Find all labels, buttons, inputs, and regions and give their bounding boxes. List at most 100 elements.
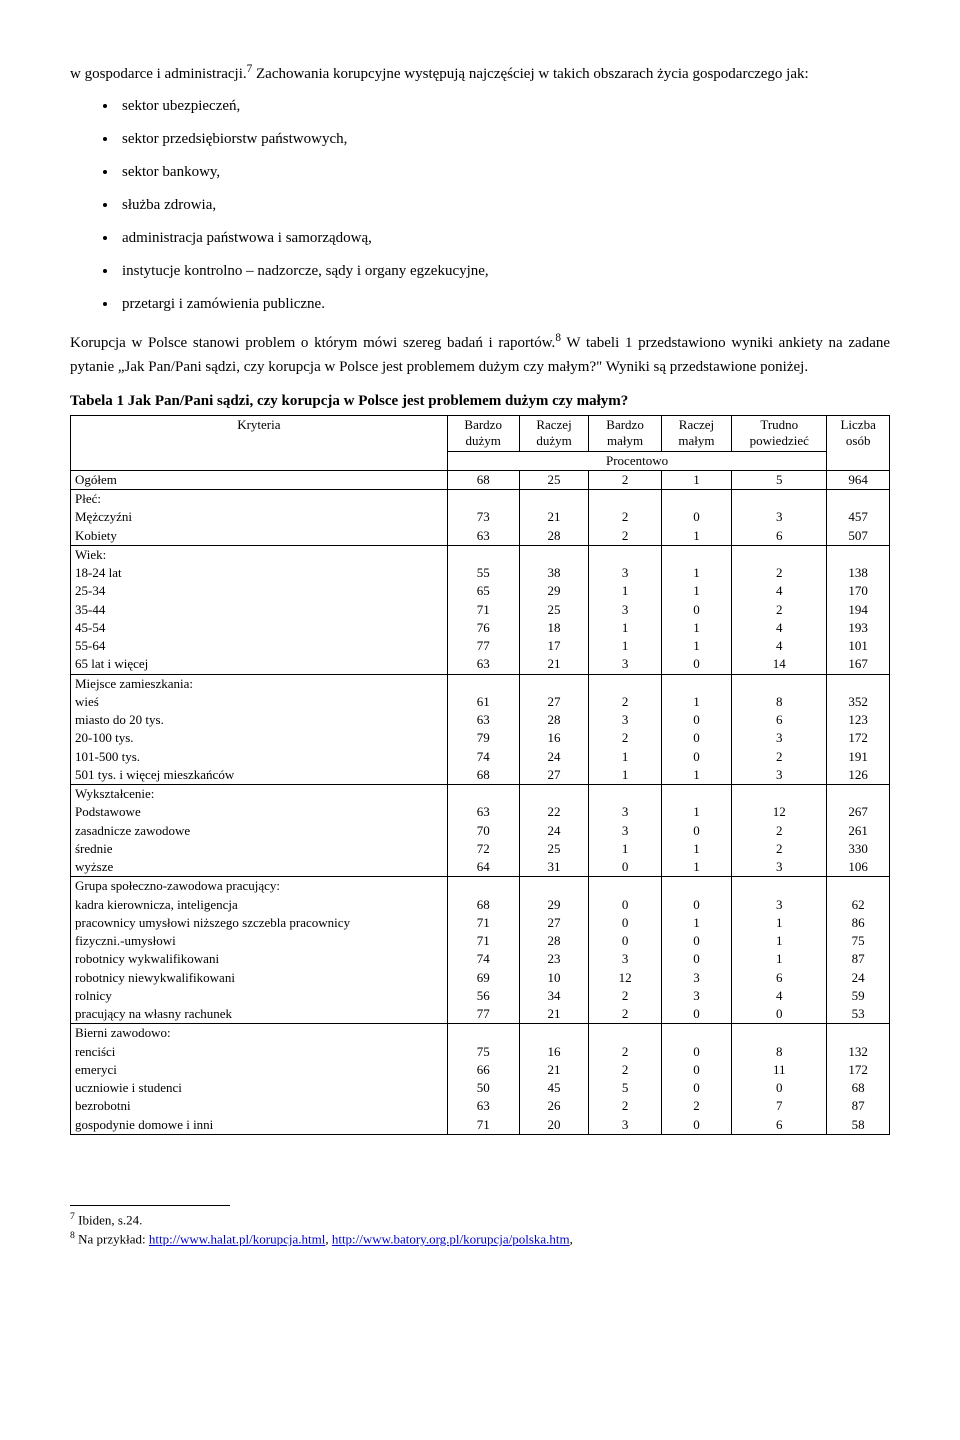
cell: 76: [447, 619, 519, 637]
cell: 21: [519, 1061, 589, 1079]
cell: 267: [827, 803, 890, 821]
cell: 1: [661, 470, 731, 489]
cell: 3: [589, 564, 661, 582]
cell: 6: [732, 527, 827, 546]
cell: 2: [732, 564, 827, 582]
cell: 1: [589, 766, 661, 785]
cell: 507: [827, 527, 890, 546]
cell: 58: [827, 1116, 890, 1135]
cell: 457: [827, 508, 890, 526]
footnote-link-2[interactable]: http://www.batory.org.pl/korupcja/polska…: [332, 1232, 570, 1247]
cell: 4: [732, 619, 827, 637]
cell: 77: [447, 1005, 519, 1024]
cell: 6: [732, 711, 827, 729]
row-label: 501 tys. i więcej mieszkańców: [71, 766, 448, 785]
cell: 0: [589, 858, 661, 877]
cell: 79: [447, 729, 519, 747]
cell: 1: [589, 582, 661, 600]
group-label: Wykształcenie:: [71, 785, 448, 804]
cell: 2: [589, 1005, 661, 1024]
cell: 34: [519, 987, 589, 1005]
table-row: miasto do 20 tys.6328306123: [71, 711, 890, 729]
table-row: pracownicy umysłowi niższego szczebla pr…: [71, 914, 890, 932]
table-row: kadra kierownicza, inteligencja682900362: [71, 896, 890, 914]
cell: 261: [827, 822, 890, 840]
table-row: pracujący na własny rachunek772120053: [71, 1005, 890, 1024]
cell: 4: [732, 987, 827, 1005]
col-header-kryteria: Kryteria: [71, 416, 448, 471]
row-label: pracownicy umysłowi niższego szczebla pr…: [71, 914, 448, 932]
cell: 3: [589, 950, 661, 968]
cell: 75: [447, 1043, 519, 1061]
footnote-suffix: ,: [570, 1232, 573, 1247]
row-label: 55-64: [71, 637, 448, 655]
cell: 45: [519, 1079, 589, 1097]
cell: 63: [447, 1097, 519, 1115]
cell: 1: [661, 840, 731, 858]
cell: 3: [589, 822, 661, 840]
cell: 68: [447, 896, 519, 914]
cell: 132: [827, 1043, 890, 1061]
cell: 21: [519, 655, 589, 674]
row-label: 25-34: [71, 582, 448, 600]
cell: 0: [732, 1005, 827, 1024]
cell: 1: [661, 914, 731, 932]
cell: 28: [519, 932, 589, 950]
cell: 56: [447, 987, 519, 1005]
footnote-link-1[interactable]: http://www.halat.pl/korupcja.html: [149, 1232, 325, 1247]
table-title: Tabela 1 Jak Pan/Pani sądzi, czy korupcj…: [70, 389, 890, 413]
cell: 0: [661, 748, 731, 766]
cell: 71: [447, 1116, 519, 1135]
table-row: 501 tys. i więcej mieszkańców6827113126: [71, 766, 890, 785]
cell: 74: [447, 950, 519, 968]
cell: 1: [661, 527, 731, 546]
cell: 2: [589, 470, 661, 489]
cell: 59: [827, 987, 890, 1005]
list-item: sektor przedsiębiorstw państwowych,: [118, 123, 890, 156]
cell: 2: [589, 1043, 661, 1061]
cell: 21: [519, 508, 589, 526]
cell: 3: [661, 987, 731, 1005]
cell: 2: [589, 508, 661, 526]
cell: 167: [827, 655, 890, 674]
cell: 3: [589, 1116, 661, 1135]
row-label: gospodynie domowe i inni: [71, 1116, 448, 1135]
table-row: robotnicy niewykwalifikowani6910123624: [71, 969, 890, 987]
list-item: przetargi i zamówienia publiczne.: [118, 288, 890, 321]
cell: 8: [732, 693, 827, 711]
row-label: rolnicy: [71, 987, 448, 1005]
paragraph-2: Korupcja w Polsce stanowi problem o któr…: [70, 329, 890, 379]
footnote-separator: [70, 1205, 230, 1206]
footnote-8: 8 Na przykład: http://www.halat.pl/korup…: [70, 1229, 890, 1249]
cell: 0: [661, 655, 731, 674]
table-row: uczniowie i studenci504550068: [71, 1079, 890, 1097]
col-header: Trudno powiedzieć: [732, 416, 827, 452]
group-header-row: Płeć:: [71, 490, 890, 509]
group-label: Wiek:: [71, 545, 448, 564]
cell: 3: [589, 803, 661, 821]
group-label: Miejsce zamieszkania:: [71, 674, 448, 693]
row-label: robotnicy wykwalifikowani: [71, 950, 448, 968]
cell: 17: [519, 637, 589, 655]
cell: 24: [519, 748, 589, 766]
cell: 28: [519, 711, 589, 729]
cell: 0: [589, 914, 661, 932]
row-label: 18-24 lat: [71, 564, 448, 582]
cell: 1: [661, 637, 731, 655]
group-header-row: Grupa społeczno-zawodowa pracujący:: [71, 877, 890, 896]
footnotes: 7 Ibiden, s.24. 8 Na przykład: http://ww…: [70, 1210, 890, 1249]
p1-after: Zachowania korupcyjne występują najczęśc…: [252, 66, 808, 82]
cell: 63: [447, 527, 519, 546]
list-item: sektor ubezpieczeń,: [118, 90, 890, 123]
list-item: instytucje kontrolno – nadzorcze, sądy i…: [118, 255, 890, 288]
row-label: 45-54: [71, 619, 448, 637]
cell: 71: [447, 914, 519, 932]
cell: 964: [827, 470, 890, 489]
cell: 63: [447, 655, 519, 674]
row-label: emeryci: [71, 1061, 448, 1079]
cell: 2: [589, 1061, 661, 1079]
cell: 66: [447, 1061, 519, 1079]
table-row: wieś6127218352: [71, 693, 890, 711]
table-row: 55-647717114101: [71, 637, 890, 655]
cell: 22: [519, 803, 589, 821]
